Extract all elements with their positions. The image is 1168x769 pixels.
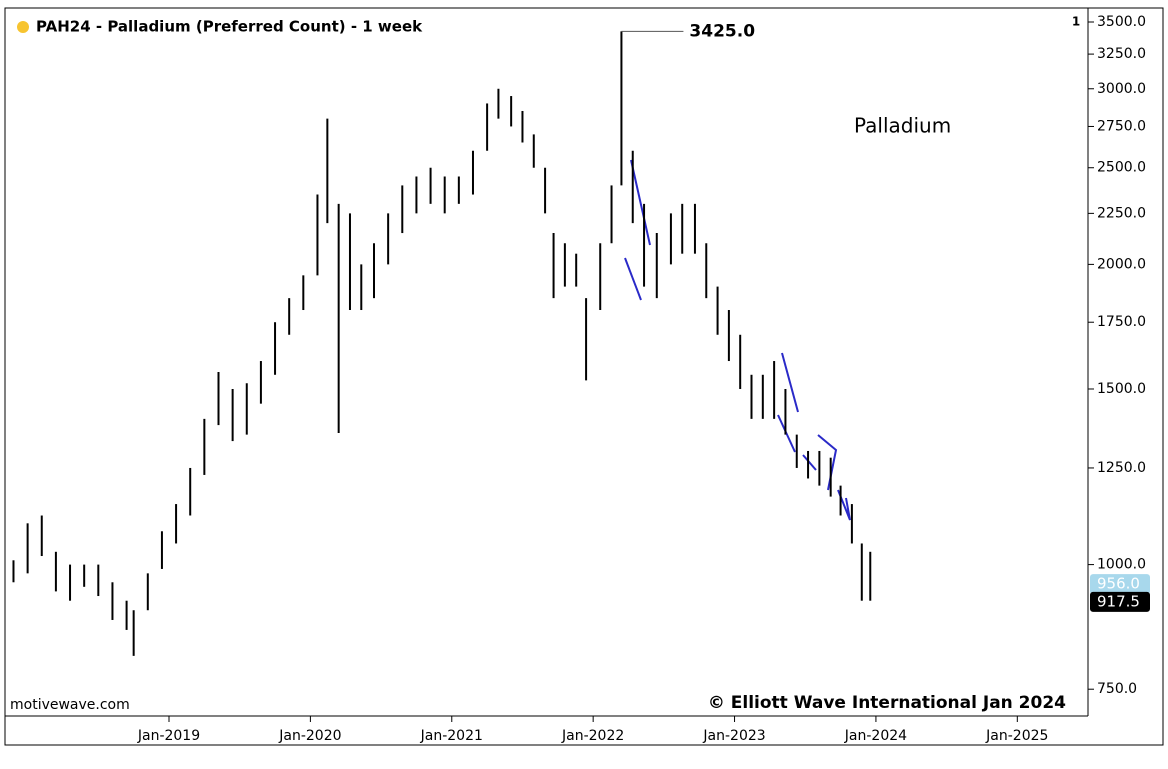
x-tick-label: Jan-2023 — [702, 728, 765, 744]
symbol-dot — [17, 21, 29, 33]
price-marker-label: 956.0 — [1097, 575, 1140, 593]
y-tick-label: 2500.0 — [1097, 160, 1146, 176]
x-tick-label: Jan-2021 — [420, 728, 483, 744]
wave-lines — [624, 159, 851, 521]
frame — [4, 7, 1164, 746]
peak-label: 3425.0 — [689, 21, 755, 41]
y-tick-label: 3250.0 — [1097, 46, 1146, 62]
wave-line — [777, 414, 796, 453]
y-tick-label: 1000.0 — [1097, 557, 1146, 573]
plot: 750.0 1000.0 1250.0 1500.0 1750.0 2000.0 2250.… — [12, 14, 1150, 744]
wave-line — [781, 352, 799, 413]
wave-line — [630, 159, 651, 246]
y-tick-label: 750.0 — [1097, 681, 1137, 697]
wave-line — [624, 257, 642, 301]
y-tick-label: 2250.0 — [1097, 205, 1146, 221]
wave-line — [837, 489, 851, 521]
series-label: Palladium — [854, 114, 951, 138]
wave-line — [802, 454, 817, 471]
x-tick-label: Jan-2022 — [561, 728, 624, 744]
y-tick-label: 3000.0 — [1097, 81, 1146, 97]
x-tick-label: Jan-2020 — [278, 728, 341, 744]
x-tick-label: Jan-2019 — [137, 728, 200, 744]
watermark: motivewave.com — [10, 697, 130, 713]
price-marker — [1090, 591, 1150, 612]
x-tick-label: Jan-2025 — [985, 728, 1048, 744]
corner-mark: 1 — [1072, 15, 1080, 29]
y-tick-label: 2000.0 — [1097, 256, 1146, 272]
copyright: © Elliott Wave International Jan 2024 — [708, 693, 1066, 713]
chart-title: PAH24 - Palladium (Preferred Count) - 1 … — [36, 18, 423, 36]
y-tick-label: 1750.0 — [1097, 314, 1146, 330]
y-tick-label: 1250.0 — [1097, 460, 1146, 476]
price-marker — [1090, 574, 1150, 595]
y-tick-label: 1500.0 — [1097, 381, 1146, 397]
y-tick-label: 2750.0 — [1097, 118, 1146, 134]
y-tick-label: 3500.0 — [1097, 14, 1146, 30]
x-tick-label: Jan-2024 — [844, 728, 907, 744]
price-marker-label: 917.5 — [1097, 592, 1140, 610]
